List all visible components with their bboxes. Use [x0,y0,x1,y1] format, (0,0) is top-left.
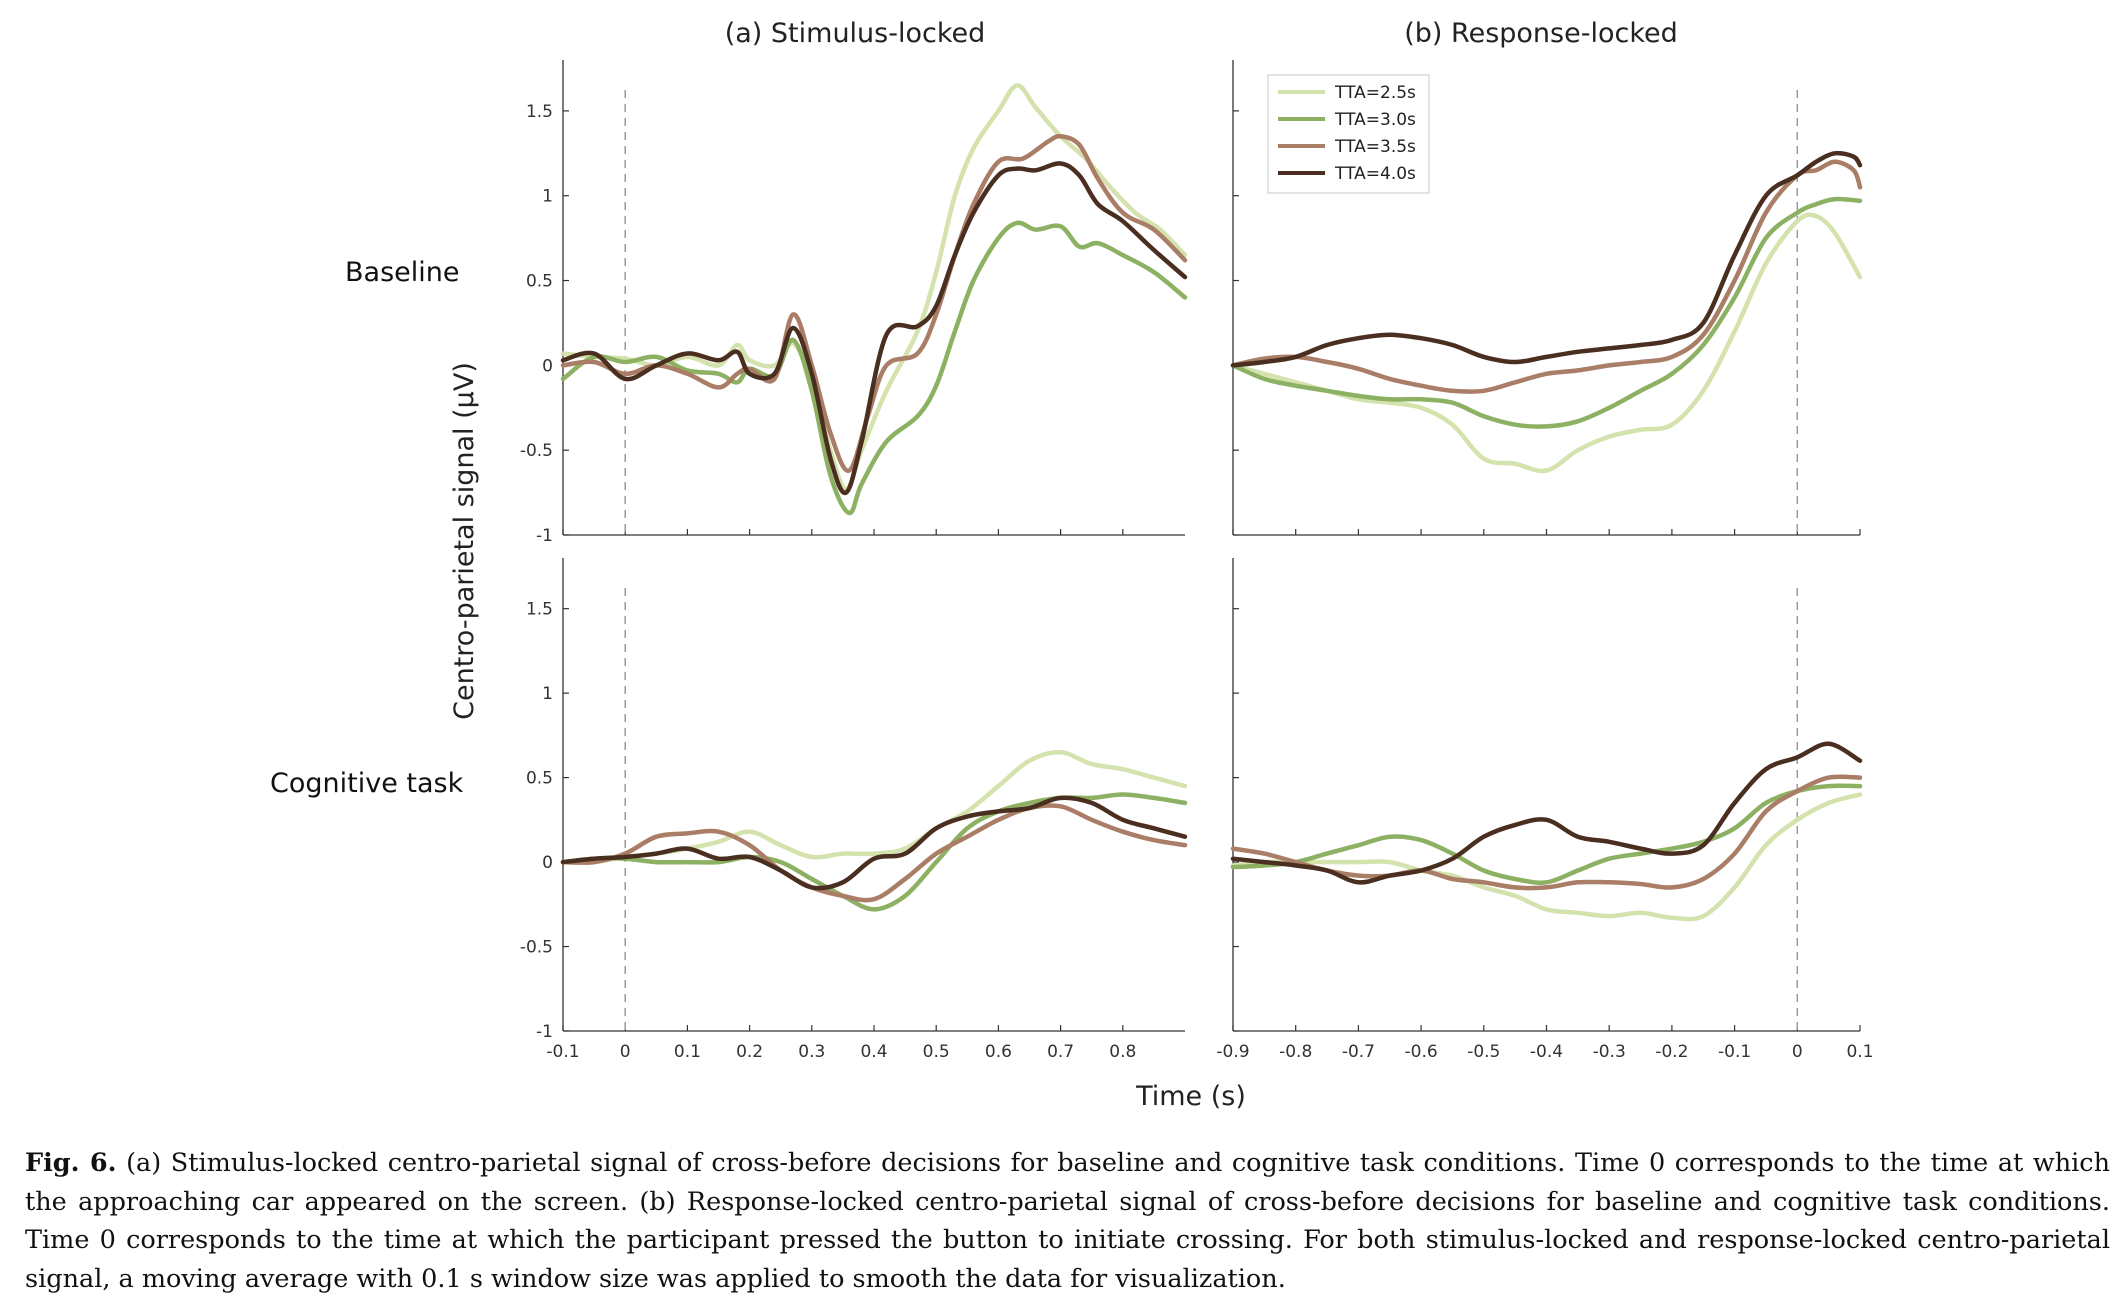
legend: TTA=2.5s TTA=3.0s TTA=3.5s TTA=4.0s [1267,74,1430,194]
x-tick-label: 0.3 [798,1042,825,1062]
legend-label-tta-2-5: TTA=2.5s [1334,83,1416,103]
row-label-baseline: Baseline [345,257,459,288]
panel-response-baseline [1230,60,1863,536]
series-line-tta-4-0s [1230,741,1863,885]
legend-label-tta-4-0: TTA=4.0s [1334,164,1416,184]
y-tick-label: -1 [536,526,553,546]
series-line-tta-4-0s [560,795,1188,891]
y-tick-label: 0.5 [526,272,553,292]
series-line-tta-2-5s [560,83,1188,492]
column-title-stimulus: (a) Stimulus-locked [725,18,986,49]
panel-stimulus-baseline: -1 -0.5 0 0.5 1 1.5 [520,60,1188,546]
series-line-tta-2-5s [1230,792,1863,922]
caption-text: (a) Stimulus-locked centro-parietal sign… [25,1148,2111,1294]
x-tick-label: -0.4 [1530,1042,1563,1062]
y-tick-label: 0 [542,853,553,873]
series-line-tta-3-0s [1230,196,1863,429]
x-tick-label: -0.9 [1216,1042,1249,1062]
x-tick-label: 0.2 [736,1042,763,1062]
series-line-tta-4-0s [560,161,1188,496]
y-tick-label: 1 [542,187,553,207]
x-axis-label: Time (s) [1135,1081,1246,1112]
y-tick-label: -0.5 [520,441,553,461]
panel-stimulus-cognitive: -1 -0.5 0 0.5 1 1.5 -0.1 0 0.1 0.2 0.3 0.4 0.5 0.6 0.7… [520,558,1188,1062]
x-tick-label: 0.8 [1109,1042,1136,1062]
y-tick-label: 0.5 [526,769,553,789]
series-line-tta-3-0s [1230,783,1863,885]
x-tick-label: 0.1 [1846,1042,1873,1062]
series-line-tta-4-0s [1230,150,1863,368]
panel-response-cognitive: -0.9 -0.8 -0.7 -0.6 -0.5 -0.4 -0.3 -0.2 -0.1 0 0.1 [1216,558,1874,1062]
x-tick-label: -0.3 [1593,1042,1626,1062]
x-tick-label: -0.8 [1279,1042,1312,1062]
series-line-tta-3-0s [560,220,1188,516]
row-label-cognitive: Cognitive task [270,768,464,799]
x-tick-label: 0.5 [923,1042,950,1062]
x-tick-label: 0 [620,1042,631,1062]
x-tick-label: -0.1 [546,1042,579,1062]
legend-label-tta-3-0: TTA=3.0s [1334,110,1416,130]
y-tick-label: 1.5 [526,600,553,620]
column-title-response: (b) Response-locked [1404,18,1678,49]
series-line-tta-2-5s [560,750,1188,865]
y-tick-label: 1.5 [526,102,553,122]
y-tick-label: 0 [542,356,553,376]
y-axis-label: Centro-parietal signal (μV) [449,362,480,720]
x-tick-label: -0.2 [1655,1042,1688,1062]
series-line-tta-3-5s [560,133,1188,473]
x-tick-label: -0.6 [1405,1042,1438,1062]
caption-label: Fig. 6. [25,1148,117,1178]
x-tick-label: 0.6 [985,1042,1012,1062]
x-tick-label: -0.7 [1342,1042,1375,1062]
x-tick-label: -0.5 [1467,1042,1500,1062]
panels-group: -1 -0.5 0 0.5 1 1.5 -1 -0.5 0 0.5 1 1.5 -0.1 0 0.1 0.2 0… [520,60,1874,1062]
x-tick-label: 0.1 [674,1042,701,1062]
x-tick-label: 0.7 [1047,1042,1074,1062]
y-tick-label: 1 [542,684,553,704]
legend-label-tta-3-5: TTA=3.5s [1334,137,1416,157]
figure-6-chart: (a) Stimulus-locked (b) Response-locked … [270,18,1874,1112]
x-tick-label: 0 [1792,1042,1803,1062]
figure-caption: Fig. 6. (a) Stimulus-locked centro-parie… [25,1144,2110,1298]
y-tick-label: -1 [536,1022,553,1042]
x-tick-label: -0.1 [1718,1042,1751,1062]
series-line-tta-3-5s [560,803,1188,903]
y-tick-label: -0.5 [520,938,553,958]
x-tick-label: 0.4 [860,1042,887,1062]
